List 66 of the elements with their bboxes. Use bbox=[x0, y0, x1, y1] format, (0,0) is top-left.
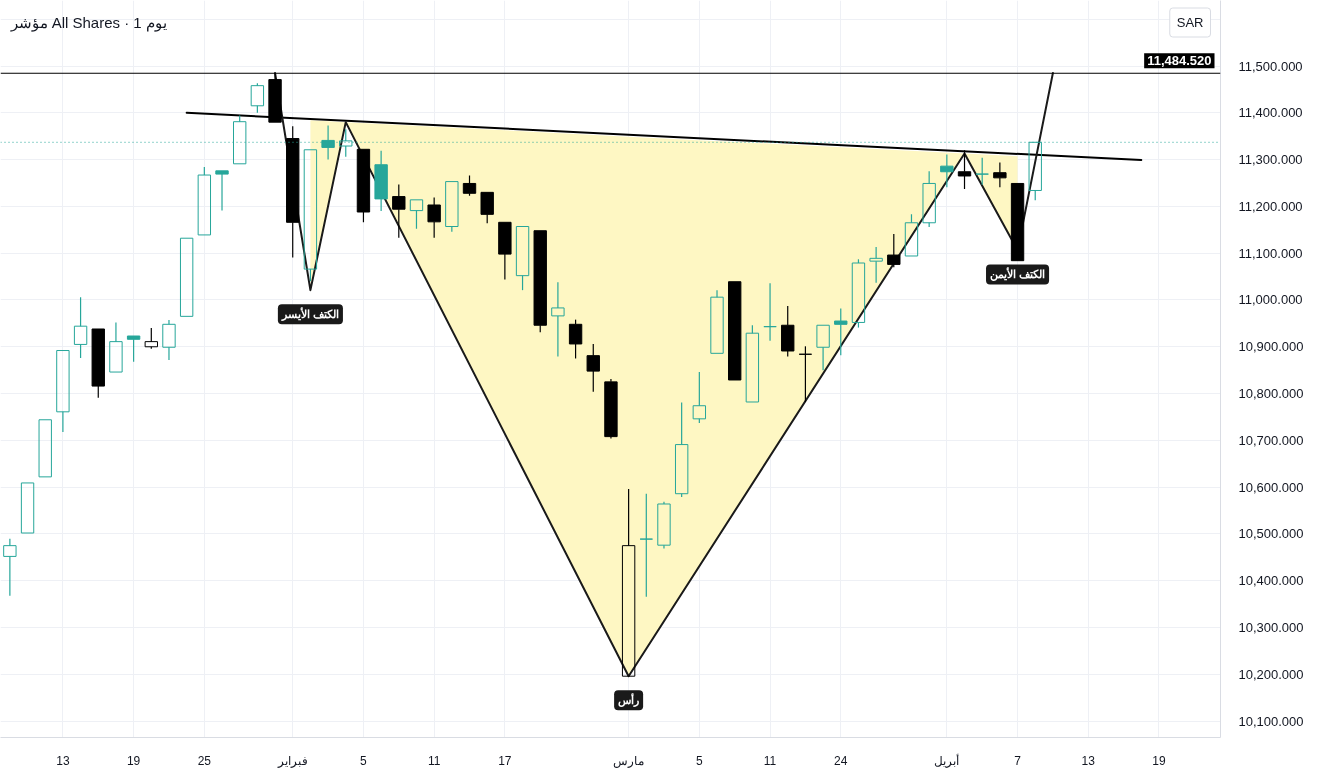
y-tick-label: 10,100.000 bbox=[1238, 713, 1304, 729]
candlestick bbox=[621, 488, 636, 677]
x-tick-label: 25 bbox=[197, 753, 212, 768]
data-label: الكتف الأيمن bbox=[990, 267, 1046, 282]
x-tick-label: 11 bbox=[427, 753, 441, 768]
candlestick bbox=[975, 157, 989, 186]
candlestick bbox=[851, 258, 866, 329]
candlestick bbox=[763, 282, 777, 342]
x-tick-label: أبريل bbox=[934, 752, 960, 768]
data-label: رأس bbox=[618, 693, 640, 708]
candlestick bbox=[657, 501, 671, 550]
y-tick-label: 10,200.000 bbox=[1238, 666, 1304, 682]
candlestick bbox=[798, 345, 813, 403]
x-tick-label: 13 bbox=[56, 753, 70, 768]
x-tick-label: 7 bbox=[1014, 753, 1022, 768]
data-label: الكتف الأيسر bbox=[280, 307, 339, 322]
x-tick-label: 5 bbox=[360, 753, 368, 768]
candlestick bbox=[109, 321, 123, 373]
y-tick-label: 10,600.000 bbox=[1238, 479, 1304, 495]
candlestick bbox=[887, 233, 901, 268]
x-tick-label: 13 bbox=[1081, 753, 1096, 768]
candlestick bbox=[993, 161, 1007, 188]
text: مؤشر All Shares · 1 يوم bbox=[9, 14, 167, 32]
y-tick-label: 10,500.000 bbox=[1238, 526, 1304, 542]
x-tick-label: مارس bbox=[613, 753, 645, 768]
y-tick-label: 10,800.000 bbox=[1238, 386, 1304, 402]
candlestick bbox=[162, 319, 176, 361]
candlestick bbox=[498, 221, 512, 280]
y-tick-label: 10,400.000 bbox=[1238, 573, 1304, 589]
candlestick bbox=[710, 289, 724, 354]
x-tick-label: 24 bbox=[834, 753, 848, 768]
y-axis-title: SAR bbox=[1176, 15, 1204, 30]
y-tick-label: 11,000.000 bbox=[1238, 292, 1303, 308]
x-tick-label: 11 bbox=[763, 753, 777, 768]
y-tick-label: 11,200.000 bbox=[1238, 198, 1303, 214]
candlestick bbox=[409, 199, 424, 230]
candlestick bbox=[56, 350, 70, 433]
x-tick-label: 19 bbox=[1152, 753, 1166, 768]
candlestick bbox=[604, 378, 618, 440]
candlestick bbox=[374, 150, 388, 212]
candlestick bbox=[179, 237, 194, 317]
y-tick-label: 10,300.000 bbox=[1238, 620, 1304, 636]
y-tick-label: 11,500.000 bbox=[1238, 58, 1303, 74]
y-tick-label: 10,900.000 bbox=[1238, 339, 1304, 355]
y-tick-label: 11,100.000 bbox=[1238, 245, 1303, 261]
line-series bbox=[274, 72, 1054, 678]
candlestick bbox=[639, 493, 653, 598]
x-tick-label: فبراير bbox=[276, 753, 308, 768]
candlestick bbox=[904, 213, 919, 257]
candlestick bbox=[816, 324, 830, 371]
x-tick-label: 5 bbox=[696, 753, 703, 768]
x-tick-label: 17 bbox=[498, 753, 512, 768]
candlestick bbox=[728, 281, 742, 381]
y-tick-label: 11,300.000 bbox=[1238, 152, 1303, 168]
candlestick bbox=[1010, 182, 1025, 262]
y-tick-label: 10,700.000 bbox=[1238, 432, 1304, 448]
candlestick bbox=[3, 538, 17, 597]
candlestick bbox=[20, 482, 35, 534]
candlestick bbox=[215, 170, 229, 212]
ref-line-label: 11,484.520 bbox=[1147, 53, 1212, 69]
candlestick bbox=[551, 281, 565, 358]
candlestick bbox=[869, 246, 883, 284]
candlestick bbox=[126, 335, 141, 363]
y-tick-label: 11,400.000 bbox=[1238, 105, 1303, 121]
x-tick-label: 19 bbox=[126, 753, 141, 768]
candlestick bbox=[38, 419, 52, 478]
